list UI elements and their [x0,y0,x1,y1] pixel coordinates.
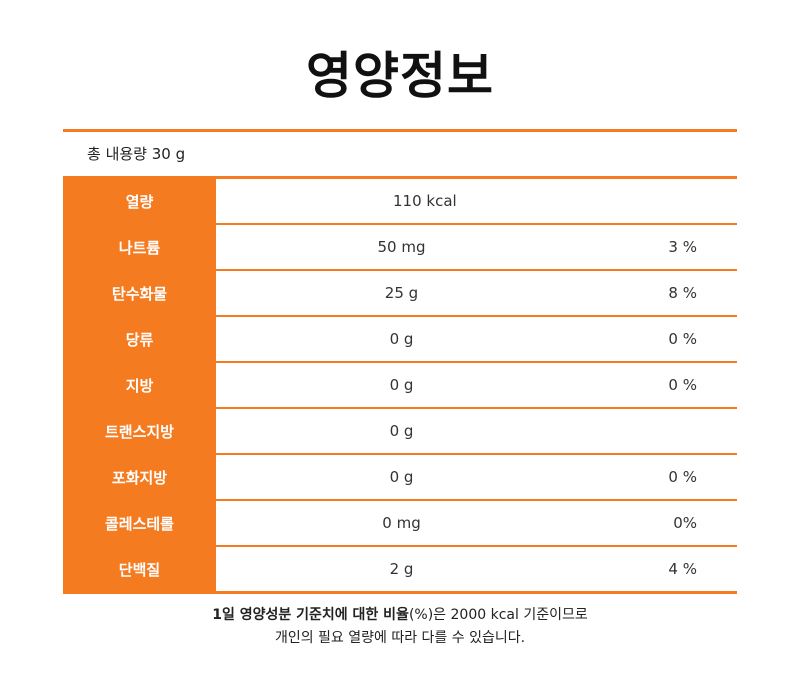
table-row: 나트륨 50 mg 3 % [63,225,737,271]
nutrient-amount: 0 g [389,330,414,348]
table-row: 탄수화물 25 g 8 % [63,271,737,317]
footnote-line-2: 개인의 필요 열량에 따라 다를 수 있습니다. [274,630,526,646]
table-row: 트랜스지방 0 g [63,409,737,455]
nutrient-label: 탄수화물 [63,271,216,315]
table-row: 지방 0 g 0 % [63,363,737,409]
nutrient-amount: 0 g [389,468,414,486]
nutrient-percent [587,179,737,223]
table-row: 단백질 2 g 4 % [63,547,737,594]
table-row: 콜레스테롤 0 mg 0% [63,501,737,547]
nutrient-amount: 25 g [384,284,419,302]
footnote-line-1-rest: (%)은 2000 kcal 기준이므로 [408,607,588,623]
nutrient-amount: 50 mg [377,238,426,256]
top-divider [63,129,737,132]
nutrition-table: 열량 110 kcal 나트륨 50 mg 3 % 탄수화물 25 g 8 % … [63,176,737,594]
page-title: 영양정보 [306,47,494,105]
nutrient-percent: 0 % [668,376,697,394]
nutrient-label: 트랜스지방 [63,409,216,453]
table-row: 당류 0 g 0 % [63,317,737,363]
nutrient-label: 포화지방 [63,455,216,499]
nutrient-percent: 0 % [668,468,697,486]
nutrient-percent: 4 % [668,560,697,578]
total-content: 총 내용량 30 g [87,145,186,163]
footnote-emphasis: 1일 영양성분 기준치에 대한 비율 [212,607,409,623]
nutrition-panel: 총 내용량 30 g 열량 110 kcal 나트륨 50 mg 3 % 탄수화… [63,129,737,594]
nutrient-label: 당류 [63,317,216,361]
nutrient-amount: 0 g [389,376,414,394]
nutrient-label: 단백질 [63,547,216,591]
nutrient-percent: 8 % [668,284,697,302]
nutrient-label: 콜레스테롤 [63,501,216,545]
nutrient-percent: 3 % [668,238,697,256]
nutrient-percent: 0 % [668,330,697,348]
nutrient-percent: 0% [673,514,697,532]
nutrient-label: 지방 [63,363,216,407]
footnote: 1일 영양성분 기준치에 대한 비율(%)은 2000 kcal 기준이므로 개… [0,604,800,650]
nutrient-percent [587,409,737,453]
table-row: 열량 110 kcal [63,179,737,225]
nutrient-amount: 0 mg [382,514,421,532]
nutrient-label: 나트륨 [63,225,216,269]
nutrient-amount: 0 g [389,422,414,440]
nutrient-amount: 2 g [389,560,414,578]
nutrient-amount: 110 kcal [393,192,457,210]
footnote-line-1: 1일 영양성분 기준치에 대한 비율(%)은 2000 kcal 기준이므로 [0,604,800,627]
nutrient-label: 열량 [63,179,216,223]
table-row: 포화지방 0 g 0 % [63,455,737,501]
